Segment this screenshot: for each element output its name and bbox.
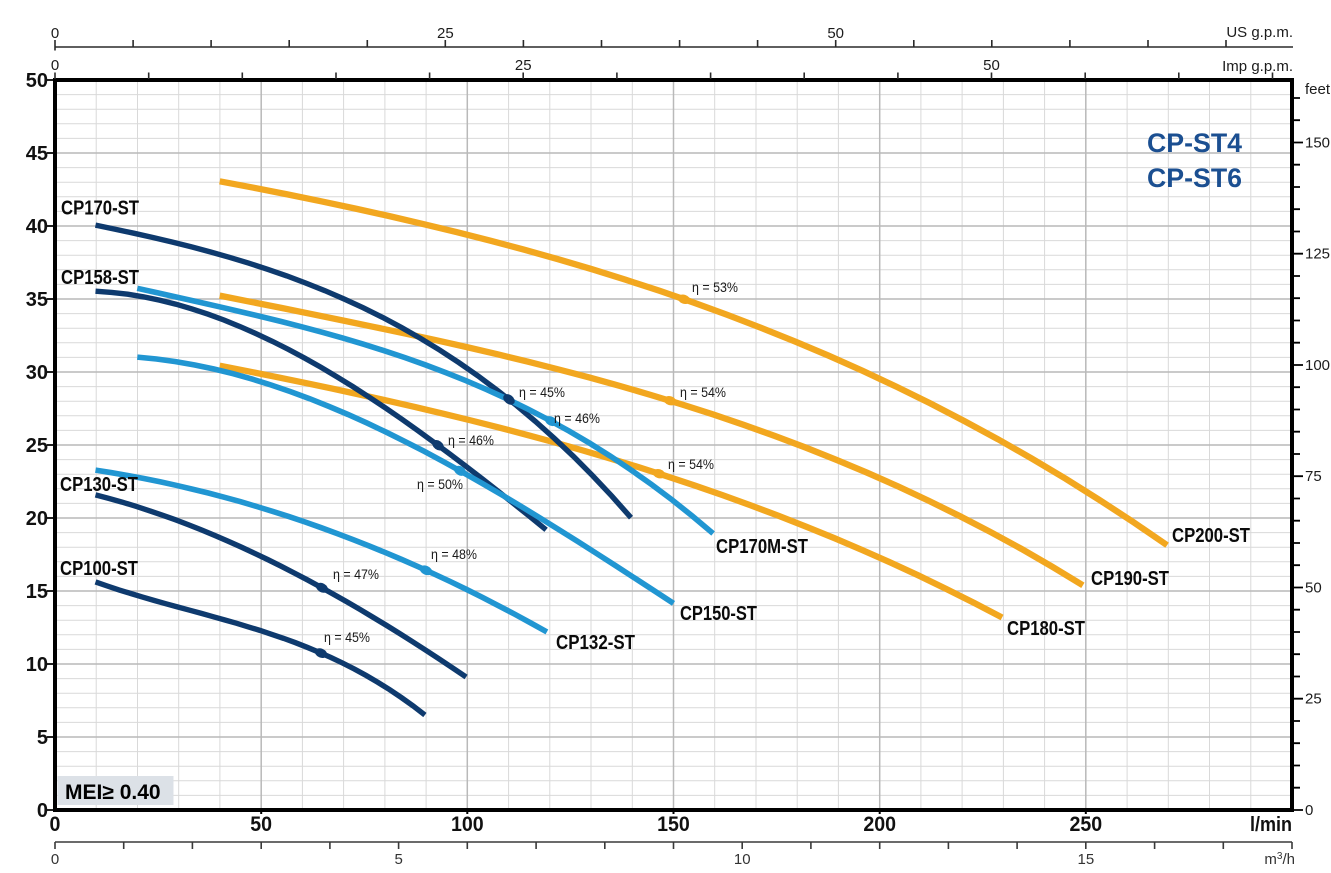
svg-text:150: 150	[1305, 134, 1330, 151]
svg-text:15: 15	[26, 581, 48, 603]
svg-text:CP130-ST: CP130-ST	[60, 474, 138, 496]
svg-text:100: 100	[451, 813, 484, 836]
svg-text:10: 10	[26, 654, 48, 676]
svg-text:η = 53%: η = 53%	[692, 279, 738, 295]
svg-text:η = 50%: η = 50%	[417, 476, 463, 492]
svg-text:45: 45	[26, 143, 48, 165]
svg-text:MEI≥ 0.40: MEI≥ 0.40	[65, 781, 161, 804]
svg-text:η = 48%: η = 48%	[431, 546, 477, 562]
svg-text:CP-ST6: CP-ST6	[1147, 163, 1242, 193]
svg-text:η = 45%: η = 45%	[519, 384, 565, 400]
svg-text:25: 25	[1305, 691, 1322, 708]
svg-text:η = 46%: η = 46%	[554, 410, 600, 426]
svg-text:η = 54%: η = 54%	[680, 384, 726, 400]
svg-text:0: 0	[51, 25, 59, 42]
svg-text:η = 46%: η = 46%	[448, 432, 494, 448]
svg-text:US g.p.m.: US g.p.m.	[1226, 24, 1293, 41]
svg-text:CP170M-ST: CP170M-ST	[716, 536, 808, 558]
svg-text:CP150-ST: CP150-ST	[680, 603, 757, 625]
svg-text:η = 45%: η = 45%	[324, 629, 370, 645]
svg-text:CP200-ST: CP200-ST	[1172, 525, 1250, 547]
svg-text:15: 15	[1077, 851, 1094, 868]
svg-text:η = 47%: η = 47%	[333, 566, 379, 582]
svg-text:50: 50	[1305, 579, 1322, 596]
svg-text:35: 35	[26, 289, 48, 311]
svg-text:250: 250	[1069, 813, 1102, 836]
svg-text:0: 0	[51, 851, 59, 868]
svg-text:125: 125	[1305, 246, 1330, 263]
svg-text:200: 200	[863, 813, 896, 836]
svg-text:l/min: l/min	[1250, 814, 1292, 836]
svg-text:10: 10	[734, 851, 751, 868]
svg-text:CP190-ST: CP190-ST	[1091, 568, 1169, 590]
svg-text:50: 50	[26, 70, 48, 92]
svg-text:feet: feet	[1305, 81, 1331, 98]
svg-text:25: 25	[26, 435, 48, 457]
svg-text:CP100-ST: CP100-ST	[60, 558, 138, 580]
svg-text:25: 25	[437, 25, 454, 42]
svg-text:50: 50	[250, 813, 272, 836]
svg-text:CP-ST4: CP-ST4	[1147, 128, 1242, 158]
svg-text:η = 54%: η = 54%	[668, 456, 714, 472]
svg-text:100: 100	[1305, 357, 1330, 374]
svg-text:CP158-ST: CP158-ST	[61, 267, 139, 289]
svg-text:CP132-ST: CP132-ST	[556, 632, 635, 654]
svg-text:75: 75	[1305, 468, 1322, 485]
svg-text:5: 5	[394, 851, 402, 868]
svg-text:20: 20	[26, 508, 48, 530]
svg-text:m3/h: m3/h	[1264, 851, 1295, 868]
svg-text:50: 50	[827, 25, 844, 42]
svg-text:25: 25	[515, 57, 532, 74]
svg-text:0: 0	[1305, 802, 1313, 819]
svg-text:CP170-ST: CP170-ST	[61, 198, 139, 220]
svg-text:50: 50	[983, 57, 1000, 74]
svg-text:Imp g.p.m.: Imp g.p.m.	[1222, 58, 1293, 75]
svg-text:150: 150	[657, 813, 690, 836]
svg-text:5: 5	[37, 727, 48, 749]
svg-text:0: 0	[37, 800, 48, 822]
svg-text:40: 40	[26, 216, 48, 238]
svg-text:CP180-ST: CP180-ST	[1007, 618, 1085, 640]
svg-text:0: 0	[50, 813, 61, 836]
svg-text:30: 30	[26, 362, 48, 384]
svg-text:0: 0	[51, 57, 59, 74]
